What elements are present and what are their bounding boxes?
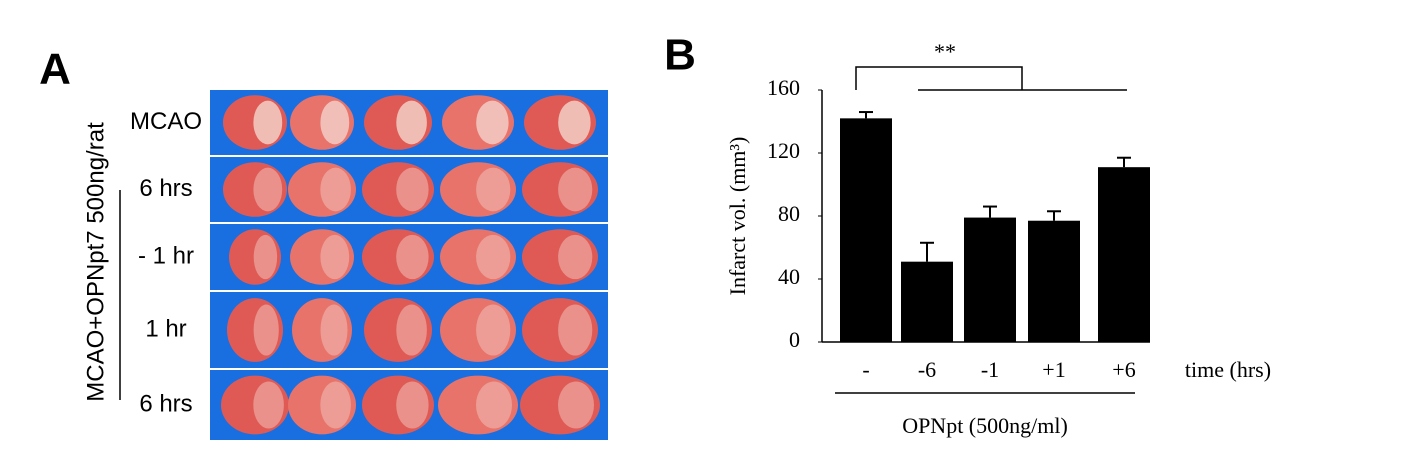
group-label: OPNpt (500ng/ml) bbox=[902, 413, 1068, 438]
panel-label: A bbox=[39, 45, 71, 94]
bar bbox=[901, 261, 953, 342]
y-tick-label: 0 bbox=[789, 327, 800, 352]
panel-b: B Infarct vol. (mm³) time (hrs) OPNpt (5… bbox=[664, 31, 1271, 438]
infarct-area bbox=[558, 100, 591, 145]
infarct-area bbox=[558, 381, 594, 429]
infarct-area bbox=[320, 304, 348, 356]
y-tick-label: 80 bbox=[778, 201, 800, 226]
bar bbox=[1098, 167, 1150, 342]
infarct-area bbox=[320, 234, 350, 280]
significance-bracket bbox=[855, 66, 1127, 91]
row-label: 1 hr bbox=[145, 315, 186, 342]
row-label: MCAO bbox=[130, 108, 202, 135]
panel-label: B bbox=[664, 31, 696, 80]
y-tick-label: 40 bbox=[778, 264, 800, 289]
row-divider bbox=[210, 222, 608, 224]
row-label: - 1 hr bbox=[138, 242, 194, 269]
bar bbox=[1028, 220, 1080, 342]
infarct-area bbox=[253, 167, 283, 212]
infarct-area bbox=[476, 167, 511, 212]
x-tick-label: - bbox=[862, 357, 869, 382]
x-axis-label: time (hrs) bbox=[1185, 357, 1271, 382]
infarct-area bbox=[476, 100, 509, 145]
infarct-area bbox=[476, 234, 511, 280]
infarct-area bbox=[253, 381, 284, 429]
bar bbox=[964, 217, 1016, 342]
row-divider bbox=[210, 368, 608, 370]
y-axis-label: Infarct vol. (mm³) bbox=[725, 137, 750, 296]
infarct-area bbox=[396, 167, 429, 212]
infarct-area bbox=[396, 381, 429, 429]
infarct-area bbox=[320, 100, 350, 145]
infarct-area bbox=[476, 304, 511, 356]
y-tick-label: 160 bbox=[767, 75, 800, 100]
row-label: 6 hrs bbox=[139, 175, 192, 202]
x-tick-label: -6 bbox=[918, 357, 936, 382]
x-tick-label: -1 bbox=[981, 357, 999, 382]
infarct-area bbox=[396, 234, 429, 280]
infarct-area bbox=[558, 304, 593, 356]
infarct-area bbox=[558, 167, 593, 212]
bar bbox=[840, 118, 892, 342]
infarct-area bbox=[253, 304, 279, 356]
group-label: MCAO+OPNpt7 500ng/rat bbox=[82, 122, 109, 402]
infarct-area bbox=[476, 381, 512, 429]
row-label: 6 hrs bbox=[139, 390, 192, 417]
row-divider bbox=[210, 155, 608, 157]
x-tick-label: +6 bbox=[1112, 357, 1135, 382]
annotation: ** bbox=[934, 39, 956, 64]
infarct-area bbox=[253, 100, 283, 145]
infarct-area bbox=[558, 234, 593, 280]
infarct-area bbox=[396, 100, 427, 145]
infarct-area bbox=[396, 304, 427, 356]
row-divider bbox=[210, 290, 608, 292]
y-tick-label: 120 bbox=[767, 138, 800, 163]
x-tick-label: +1 bbox=[1042, 357, 1065, 382]
infarct-area bbox=[320, 381, 351, 429]
infarct-area bbox=[320, 167, 351, 212]
infarct-area bbox=[253, 234, 278, 280]
panel-a: A MCAO+OPNpt7 500ng/rat MCAO 6 hrs - 1 hr 1… bbox=[39, 45, 608, 440]
